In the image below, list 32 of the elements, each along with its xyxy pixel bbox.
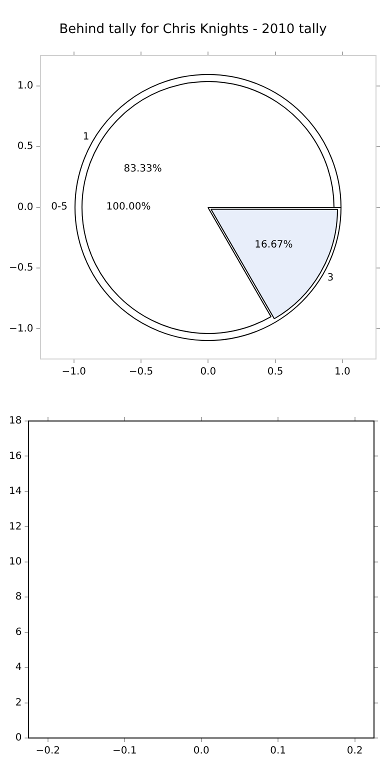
x-tick-label: −0.5 <box>128 366 154 378</box>
slice-label: 0-5 <box>51 202 68 213</box>
data-label: 83.33% <box>124 164 162 175</box>
slice-label: 1 <box>82 131 90 142</box>
x-tick-label: 0.0 <box>193 746 210 757</box>
x-tick-label: 0.1 <box>270 746 286 757</box>
y-tick-label: 10 <box>8 556 22 568</box>
slice-label: 3 <box>327 272 334 284</box>
y-tick-label: 2 <box>15 697 22 708</box>
y-tick-label: 0 <box>15 732 22 744</box>
x-tick-label: −0.2 <box>36 746 60 757</box>
x-tick-label: 0.0 <box>200 366 216 378</box>
x-tick-label: −0.1 <box>112 746 137 757</box>
y-tick-label: 14 <box>8 486 22 498</box>
y-tick-label: 8 <box>15 592 22 603</box>
data-label: 16.67% <box>254 239 293 250</box>
y-tick-label: 0.5 <box>17 141 34 152</box>
x-tick-label: 0.5 <box>267 366 284 378</box>
y-tick-label: 6 <box>15 626 22 638</box>
y-tick-label: 18 <box>8 416 22 427</box>
x-tick-label: 1.0 <box>334 366 350 378</box>
y-tick-label: −1.0 <box>8 323 34 334</box>
chart-title: Behind tally for Chris Knights - 2010 tally <box>59 22 328 38</box>
x-tick-label: −1.0 <box>62 366 86 378</box>
y-tick-label: 4 <box>15 662 22 674</box>
x-tick-label: 0.2 <box>346 746 363 757</box>
y-tick-label: 16 <box>8 450 22 462</box>
y-tick-label: 12 <box>8 521 22 532</box>
y-tick-label: 0.0 <box>17 202 34 213</box>
y-tick-label: −0.5 <box>8 262 34 274</box>
data-label: 100.00% <box>106 202 151 213</box>
y-tick-label: 1.0 <box>17 80 34 92</box>
